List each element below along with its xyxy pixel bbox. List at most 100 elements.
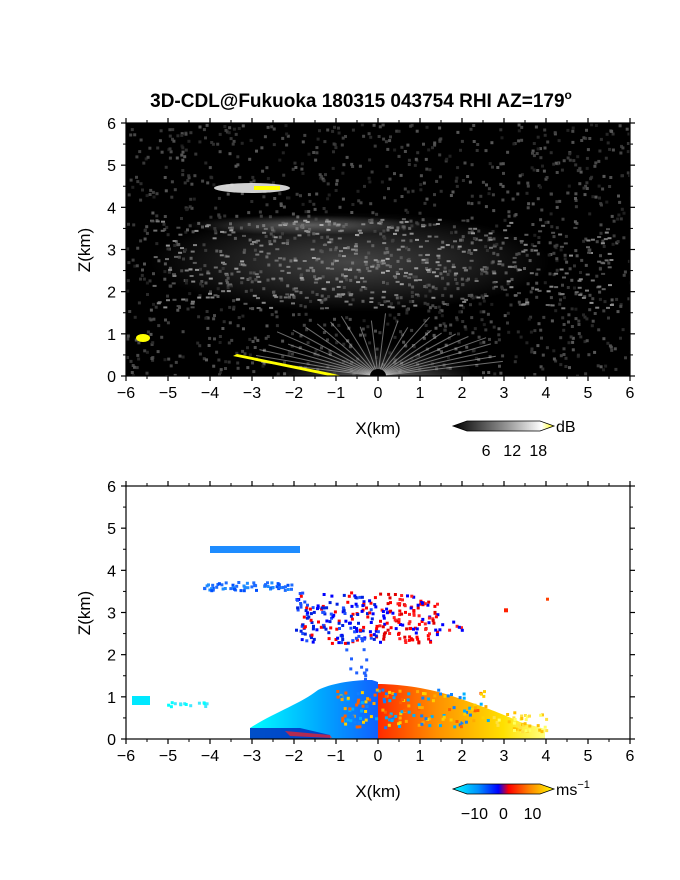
velocity-cell xyxy=(373,596,377,600)
velocity-cell xyxy=(372,702,376,705)
noise-cell xyxy=(204,316,208,320)
noise-cell xyxy=(235,351,239,355)
noise-cell xyxy=(151,358,155,362)
noise-cell xyxy=(437,305,441,309)
noise-cell xyxy=(622,211,626,215)
noise-cell xyxy=(270,125,274,129)
velocity-cell xyxy=(335,602,339,606)
noise-cell xyxy=(620,207,624,211)
velocity-cell xyxy=(382,637,386,641)
layer-3p7km xyxy=(185,215,425,235)
noise-cell xyxy=(136,246,140,250)
x-tick-label: 2 xyxy=(458,748,467,765)
noise-cell xyxy=(589,177,593,181)
layer-cell xyxy=(559,245,564,248)
velocity-cell xyxy=(416,603,420,607)
noise-cell xyxy=(360,123,364,127)
velocity-cell xyxy=(520,717,524,720)
noise-cell xyxy=(434,306,438,309)
noise-cell xyxy=(568,152,572,156)
noise-cell xyxy=(406,143,410,147)
noise-cell xyxy=(479,310,483,314)
velocity-cell xyxy=(388,596,392,600)
noise-cell xyxy=(461,179,465,182)
noise-cell xyxy=(501,162,505,166)
noise-cell xyxy=(252,370,256,374)
velocity-cell xyxy=(388,714,392,718)
noise-cell xyxy=(214,206,218,210)
velocity-cell xyxy=(329,612,333,616)
noise-cell xyxy=(562,347,566,351)
noise-cell xyxy=(602,309,606,313)
noise-cell xyxy=(192,197,196,201)
noise-cell xyxy=(505,293,509,297)
noise-cell xyxy=(393,148,397,152)
velocity-cell xyxy=(336,636,340,640)
noise-cell xyxy=(468,180,472,184)
velocity-cell xyxy=(484,705,488,709)
velocity-cell xyxy=(398,613,402,617)
noise-cell xyxy=(190,182,194,186)
noise-cell xyxy=(266,125,270,129)
noise-cell xyxy=(205,310,209,313)
velocity-cell xyxy=(438,628,442,632)
velocity-cell xyxy=(421,601,424,605)
noise-cell xyxy=(584,372,588,376)
noise-cell xyxy=(568,366,571,370)
layer-cell xyxy=(609,259,614,261)
noise-cell xyxy=(130,371,134,374)
noise-cell xyxy=(132,223,136,227)
noise-cell xyxy=(204,136,207,140)
noise-cell xyxy=(218,150,222,154)
velocity-cell xyxy=(407,622,411,626)
layer-cell xyxy=(538,230,543,233)
noise-cell xyxy=(611,132,615,136)
noise-cell xyxy=(476,143,480,146)
velocity-cell xyxy=(310,633,314,637)
noise-cell xyxy=(491,193,495,197)
noise-cell xyxy=(427,148,431,152)
noise-cell xyxy=(149,332,153,336)
noise-cell xyxy=(571,340,575,344)
noise-cell xyxy=(248,157,252,161)
noise-cell xyxy=(438,153,442,157)
noise-cell xyxy=(482,299,486,303)
velocity-cell xyxy=(479,702,483,706)
noise-cell xyxy=(582,239,586,243)
velocity-cell xyxy=(519,726,523,730)
noise-cell xyxy=(621,328,625,332)
velocity-cell xyxy=(298,592,302,595)
noise-cell xyxy=(285,143,289,147)
velocity-cell xyxy=(350,591,354,595)
velocity-cell xyxy=(403,604,407,608)
velocity-cell xyxy=(224,581,228,585)
noise-cell xyxy=(533,233,537,237)
layer-cell xyxy=(604,231,609,234)
noise-cell xyxy=(236,163,240,167)
noise-cell xyxy=(275,324,279,328)
velocity-cell xyxy=(252,581,256,585)
noise-cell xyxy=(566,286,570,289)
noise-cell xyxy=(278,192,282,196)
noise-cell xyxy=(582,186,586,190)
noise-cell xyxy=(136,180,140,184)
echo-ray xyxy=(377,332,442,376)
noise-cell xyxy=(406,190,410,194)
noise-cell xyxy=(180,217,183,220)
colorbar-tick-label: 10 xyxy=(524,806,542,823)
noise-cell xyxy=(139,138,143,142)
noise-cell xyxy=(393,316,397,320)
velocity-cell xyxy=(325,606,329,610)
velocity-cell xyxy=(286,583,290,587)
noise-cell xyxy=(251,340,255,343)
noise-cell xyxy=(599,365,603,369)
noise-cell xyxy=(135,366,139,370)
velocity-cell xyxy=(520,714,524,718)
noise-cell xyxy=(299,334,303,338)
noise-cell xyxy=(619,151,623,155)
noise-cell xyxy=(419,188,423,192)
y-tick-label: 0 xyxy=(107,369,116,386)
velocity-cell xyxy=(536,724,540,728)
noise-cell xyxy=(345,155,349,159)
